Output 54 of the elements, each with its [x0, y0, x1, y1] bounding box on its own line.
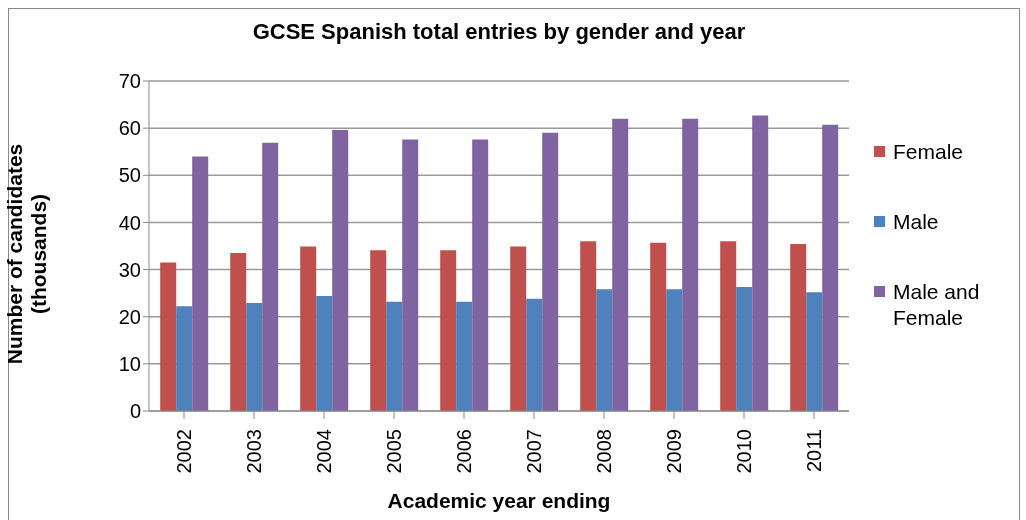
bar [736, 287, 753, 411]
x-tick-label: 2009 [663, 429, 685, 474]
y-tick-label: 70 [118, 70, 141, 93]
x-tick-label: 2006 [453, 429, 475, 474]
x-tick-label: 2002 [173, 429, 195, 474]
y-tick-label: 10 [118, 352, 141, 375]
x-tick-label: 2004 [313, 429, 335, 474]
bar [160, 262, 177, 411]
y-tick-label: 0 [129, 400, 141, 423]
bar [192, 156, 209, 411]
bar [682, 118, 699, 411]
y-tick-label: 30 [118, 258, 141, 281]
bar [666, 289, 683, 411]
y-tick-label: 20 [118, 305, 141, 328]
x-tick-label: 2010 [733, 429, 755, 474]
bar [440, 250, 457, 411]
bar [650, 242, 667, 411]
bar [300, 246, 317, 411]
bar [472, 139, 489, 411]
bar [176, 306, 193, 411]
bar [510, 246, 527, 411]
y-axis-title: Number of candidates (thousands) [3, 142, 51, 367]
y-tick-label: 40 [118, 211, 141, 234]
x-tick-label: 2003 [243, 429, 265, 474]
bar [752, 115, 769, 411]
bar [262, 142, 279, 411]
bar [580, 241, 597, 411]
bar [402, 139, 419, 411]
bar [456, 301, 473, 411]
bar [822, 124, 839, 411]
x-axis-title: Academic year ending [386, 489, 612, 513]
bar [386, 301, 403, 411]
bar [246, 303, 263, 411]
legend-label: Male and Female [893, 279, 981, 331]
bar [370, 250, 387, 411]
bar [526, 298, 543, 411]
legend-label: Female [893, 139, 964, 165]
bar [230, 253, 247, 411]
bar [806, 292, 823, 411]
chart-title: GCSE Spanish total entries by gender and year [251, 19, 747, 45]
bar [720, 241, 737, 411]
y-tick-label: 60 [118, 117, 141, 140]
bar [612, 118, 629, 411]
bar [332, 130, 349, 411]
x-tick-label: 2007 [523, 429, 545, 474]
legend-label: Male [893, 209, 939, 235]
bar [316, 295, 333, 411]
x-tick-label: 2008 [593, 429, 615, 474]
bar [542, 132, 559, 411]
x-tick-label: 2011 [803, 429, 825, 473]
x-tick-label: 2005 [383, 429, 405, 474]
bar [596, 289, 613, 411]
y-tick-label: 50 [118, 164, 141, 187]
bar [790, 244, 807, 411]
